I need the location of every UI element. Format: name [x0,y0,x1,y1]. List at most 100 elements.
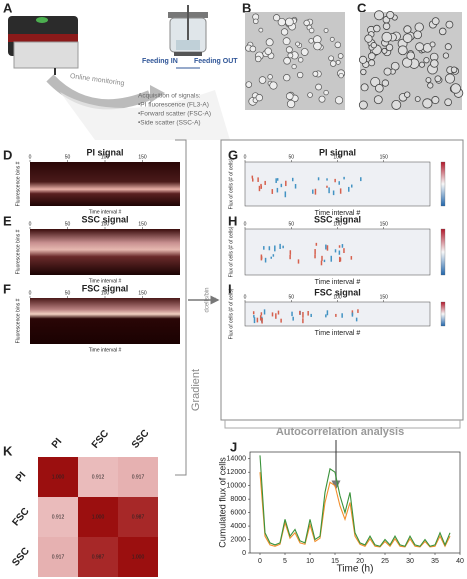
cell [249,45,257,53]
y-axis-label: Flux of cells (# of cells) [228,158,234,209]
matrix-cell [78,497,118,537]
flux-speck [351,184,353,188]
x-tick-label: 40 [456,558,464,565]
flux-speck [275,313,277,319]
flux-speck [335,313,337,317]
cell [397,45,408,56]
cell [444,73,456,84]
flux-speck [251,175,254,179]
matrix-cell [38,497,78,537]
cell [430,59,439,68]
flux-speck [284,191,287,198]
cell [370,42,377,49]
flux-speck [317,177,320,181]
flux-speck [280,318,282,323]
panel-label: A [3,0,13,15]
flux-speck [326,245,329,251]
plot-frame [249,451,461,554]
flux-speck [263,246,265,250]
x-tick-label: 0 [29,290,32,296]
x-tick-label: 0 [29,221,32,227]
cell [308,27,315,34]
flow-arrow [46,74,152,110]
x-tick-label: 35 [431,558,439,565]
cell [286,99,296,109]
cell [374,10,385,21]
flux-speck [339,188,342,194]
flux-speck [260,185,263,189]
cell [334,41,342,49]
cell [273,14,281,22]
cell [337,53,344,59]
matrix-cell [78,537,118,577]
cell [383,67,392,76]
x-tick-label: 0 [258,558,262,565]
cell [297,71,304,79]
heatmap [30,162,180,206]
x-tick-label: 50 [288,294,294,300]
heatmap [30,229,180,275]
cell [280,28,289,36]
cell [328,55,334,62]
cell [282,37,291,46]
cell [283,57,291,65]
y-tick-label: 4000 [230,523,246,530]
x-tick-label: 50 [65,290,71,296]
cell [338,72,344,79]
cell [414,22,424,32]
cell-label: 1.000 [132,554,145,560]
flux-speck [348,186,350,192]
cell [329,36,335,42]
flux-speck [325,314,327,318]
cell [427,82,434,89]
panel-label: K [3,443,13,458]
flux-speck [343,248,345,253]
x-tick-label: 100 [333,221,342,227]
feeding-out: Feeding OUT [194,58,238,65]
flux-speck [326,310,329,316]
cell [364,34,373,43]
flux-speck [257,177,259,182]
colorbar [440,301,446,327]
flux-speck [271,189,274,194]
cell [422,98,433,109]
flux-speck [360,177,362,182]
series-line [259,472,451,548]
cell [406,51,415,61]
cell [381,47,388,54]
arrow-head [150,85,165,103]
flux-speck [279,243,281,250]
cell [450,66,458,74]
x-tick-label: 150 [380,154,389,160]
flux-speck [326,185,328,188]
cell [291,64,297,70]
cell [318,95,326,103]
column-label: FSC [90,428,111,450]
flux-speck [272,254,275,257]
cell [269,81,278,90]
flux-speck [261,318,263,324]
x-tick-label: 50 [65,154,71,160]
cell-label: 0.987 [92,554,105,560]
cell [303,19,310,27]
flux-speck [307,310,309,316]
flux-speck [343,176,345,180]
cell [335,59,341,65]
flux-speck [253,317,256,324]
flux-speck [315,242,318,246]
device-icon [8,16,79,75]
flux-speck [275,178,277,183]
cell [307,92,313,98]
flux-speck [321,255,323,261]
flux-speck [357,309,359,313]
cell [253,18,259,25]
flux-speck [299,310,301,315]
cell [313,41,322,51]
panel-label: D [3,147,12,162]
cell [391,99,402,110]
y-tick-label: 12000 [227,469,247,476]
cell [334,96,344,105]
panel-title: PI signal [319,147,356,157]
flux-speck [338,181,340,185]
cell [368,59,376,67]
